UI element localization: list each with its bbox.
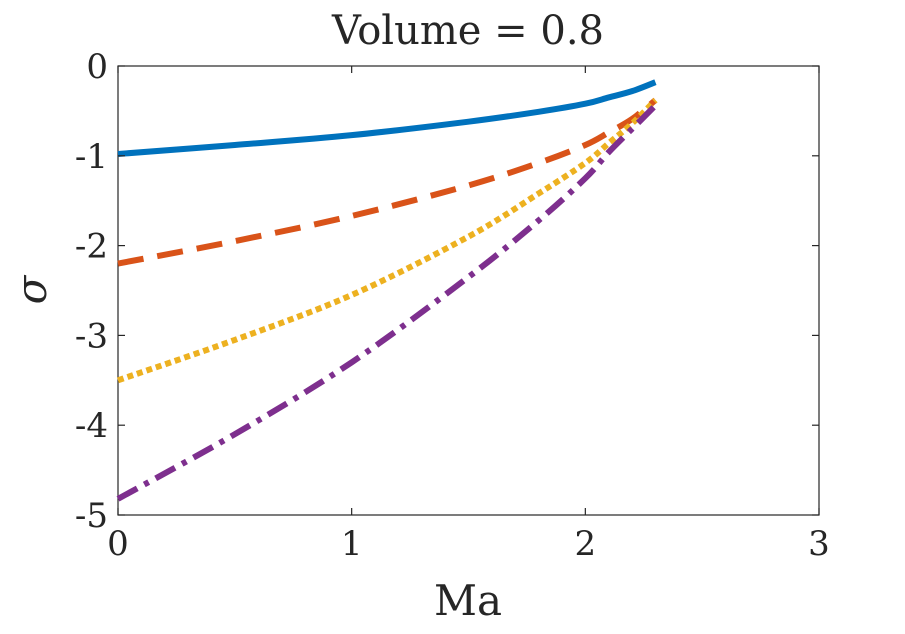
x-tick-label: 3 xyxy=(808,524,830,564)
x-tick-label: 2 xyxy=(575,524,597,564)
series-line-dashed xyxy=(117,97,658,267)
x-tick-label: 1 xyxy=(341,524,363,564)
chart-title: Volume = 0.8 xyxy=(331,8,604,54)
series-layer xyxy=(116,79,658,502)
y-tick-label: -5 xyxy=(75,496,108,536)
y-tick-label: -2 xyxy=(75,227,108,267)
series-line-dotted xyxy=(117,98,658,384)
y-tick-label: -4 xyxy=(75,406,108,446)
axes-box xyxy=(117,65,820,516)
series-line-dashdot xyxy=(116,103,658,502)
x-tick-label: 0 xyxy=(107,524,129,564)
y-tick-label: -1 xyxy=(75,137,108,177)
x-axis-title: Ma xyxy=(434,576,502,625)
y-tick-label: -3 xyxy=(75,316,108,356)
plot-area: 0 1 2 3 0 -1 -2 -3 -4 -5 xyxy=(75,47,830,564)
y-axis-title: σ xyxy=(7,274,56,304)
y-tick-label: 0 xyxy=(86,47,108,87)
tick-layer: 0 1 2 3 0 -1 -2 -3 -4 -5 xyxy=(75,47,830,564)
series-line-solid xyxy=(117,79,657,157)
